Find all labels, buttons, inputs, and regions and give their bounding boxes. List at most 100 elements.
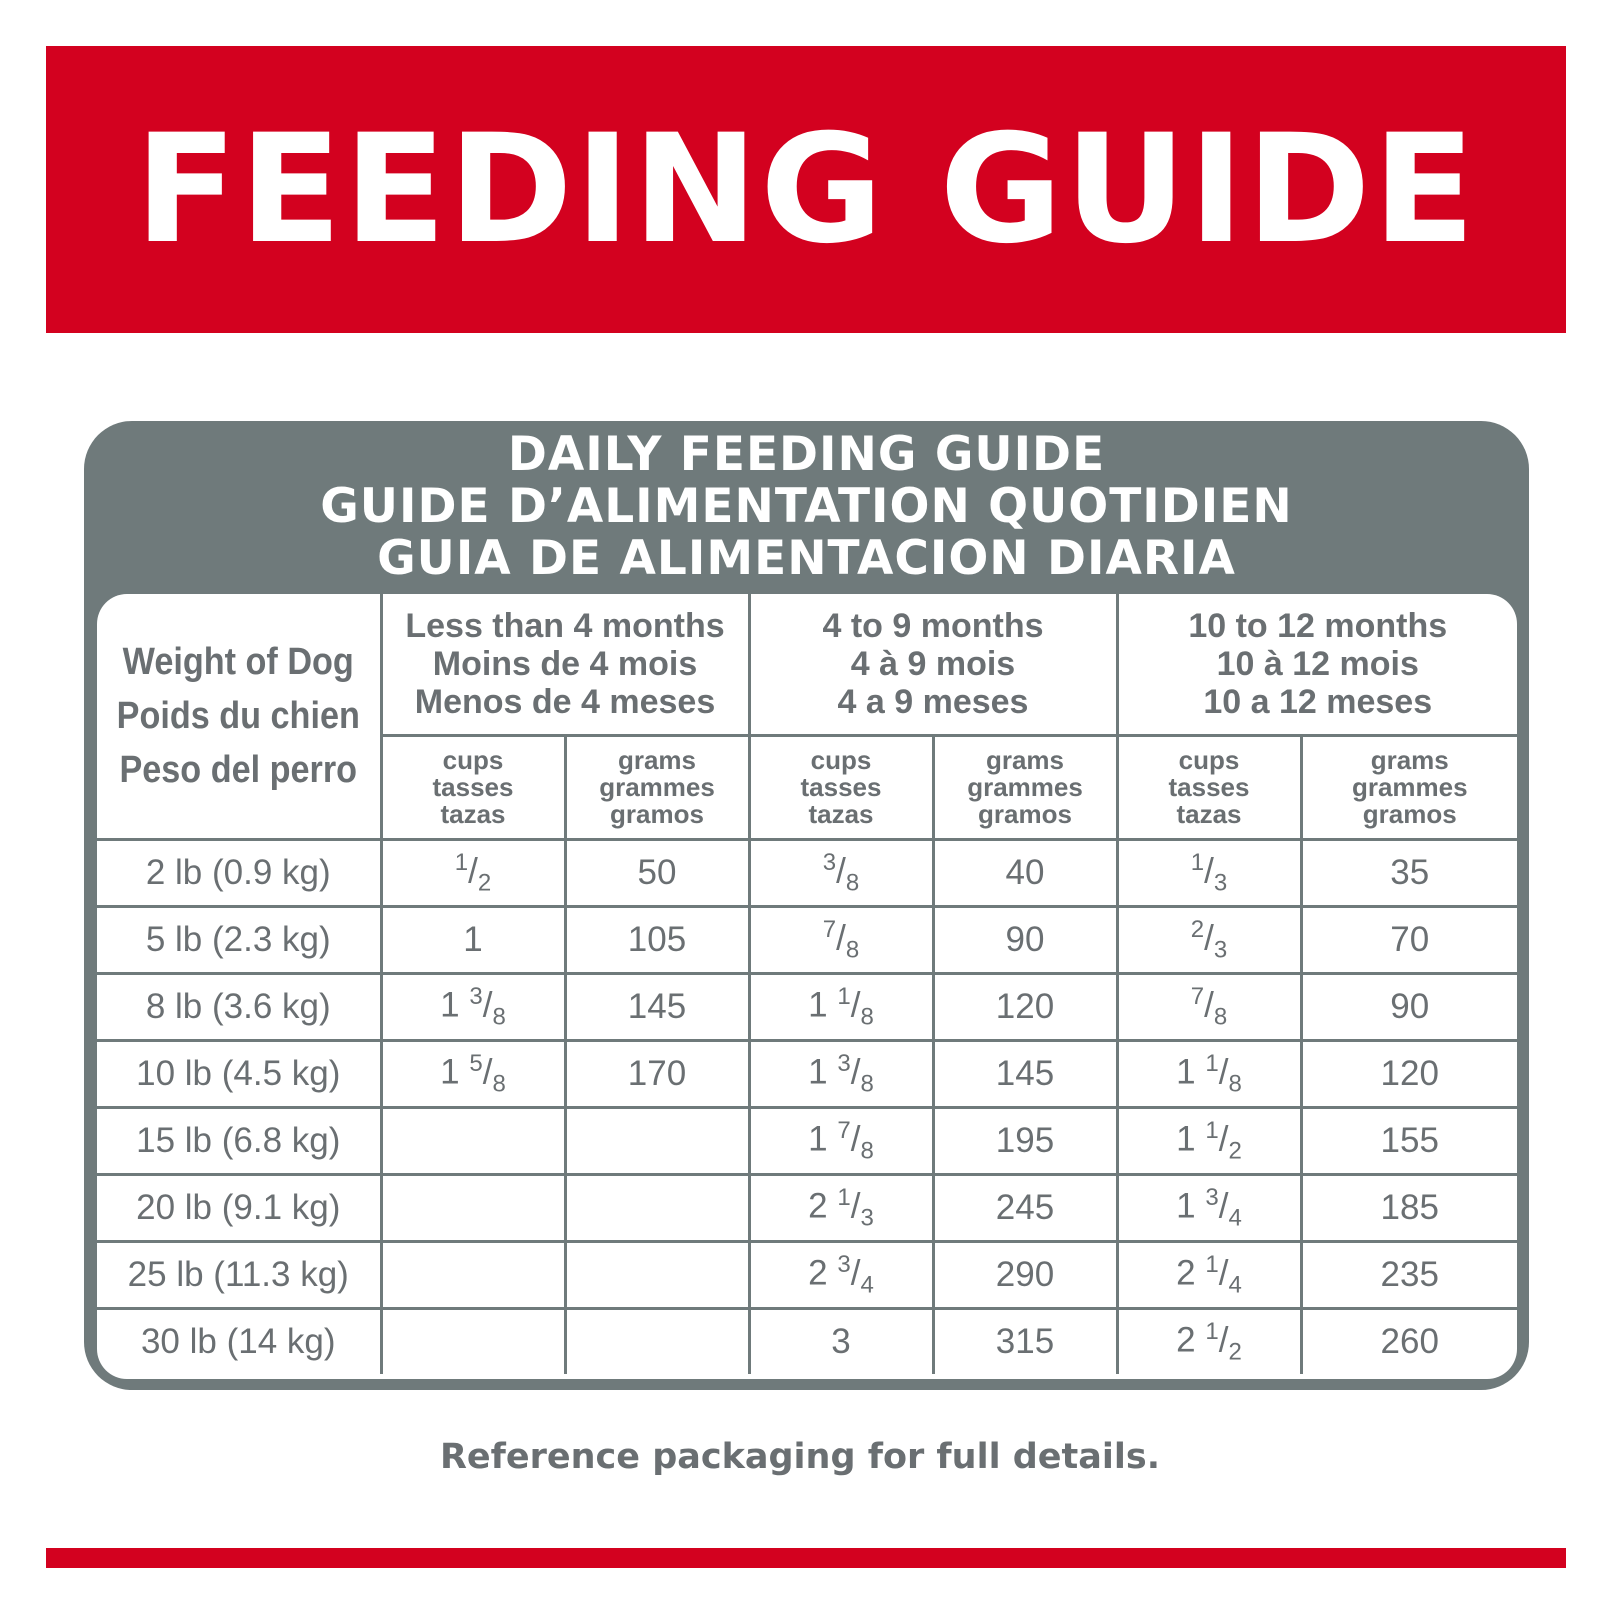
weight-header-spanish: Peso del perro	[119, 749, 358, 791]
grams-cell: 195	[931, 1106, 1119, 1176]
table-row: 8 lb (3.6 kg) 1 3/8 145 1 1/8 120 7/8 90	[97, 972, 1517, 1042]
age-group-label: 10 a 12 meses	[1203, 683, 1433, 721]
weight-header-cell: Weight of Dog Poids du chien Peso del pe…	[97, 594, 383, 841]
weight-cell: 2 lb (0.9 kg)	[97, 838, 383, 908]
feeding-table-body: 2 lb (0.9 kg) 1/2 50 3/8 40 1/3 35 5 lb (2.3 kg…	[97, 838, 1517, 1374]
age-group-label: 4 à 9 mois	[850, 645, 1016, 683]
cups-cell: 3/8	[747, 838, 935, 908]
feeding-table: Weight of Dog Poids du chien Peso del pe…	[97, 594, 1517, 1374]
unit-label: gramos	[1362, 799, 1457, 829]
unit-header-grams: grams grammes gramos	[931, 734, 1119, 841]
age-group-label: Menos de 4 meses	[414, 683, 716, 721]
unit-label: grammes	[1351, 772, 1468, 802]
grams-cell: 145	[563, 972, 751, 1042]
weight-cell: 5 lb (2.3 kg)	[97, 905, 383, 975]
feeding-table-container: Weight of Dog Poids du chien Peso del pe…	[97, 594, 1517, 1379]
footnote: Reference packaging for full details.	[439, 1437, 1161, 1477]
cups-cell	[379, 1240, 567, 1310]
unit-header-cups: cups tasses tazas	[381, 734, 567, 841]
cups-cell: 2 1/2	[1115, 1307, 1303, 1374]
cups-cell: 2 3/4	[747, 1240, 935, 1310]
cups-cell: 1 1/2	[1115, 1106, 1303, 1176]
unit-label: grams	[617, 745, 697, 775]
table-row: 10 lb (4.5 kg) 1 5/8 170 1 3/8 145 1 1/8 120	[97, 1039, 1517, 1109]
grams-cell: 235	[1299, 1240, 1517, 1310]
age-group-header-under-4-months: Less than 4 months Moins de 4 mois Menos…	[379, 594, 751, 737]
cups-cell	[379, 1307, 567, 1374]
cups-cell: 7/8	[1115, 972, 1303, 1042]
weight-cell: 10 lb (4.5 kg)	[97, 1039, 383, 1109]
grams-cell: 105	[563, 905, 751, 975]
cups-cell: 3	[747, 1307, 935, 1374]
cups-cell: 1 3/4	[1115, 1173, 1303, 1243]
unit-label: grams	[985, 745, 1065, 775]
grams-cell: 170	[563, 1039, 751, 1109]
cups-cell: 1 3/8	[747, 1039, 935, 1109]
grams-cell: 50	[563, 838, 751, 908]
unit-header-grams: grams grammes gramos	[563, 734, 751, 841]
cups-cell	[379, 1173, 567, 1243]
table-row: 5 lb (2.3 kg) 1 105 7/8 90 2/3 70	[97, 905, 1517, 975]
grams-cell: 120	[931, 972, 1119, 1042]
panel-heading-english: DAILY FEEDING GUIDE	[507, 427, 1106, 482]
cups-cell: 1 7/8	[747, 1106, 935, 1176]
grams-cell: 90	[931, 905, 1119, 975]
unit-label: gramos	[610, 799, 704, 829]
cups-cell	[379, 1106, 567, 1176]
unit-label: grammes	[967, 772, 1083, 802]
unit-label: gramos	[978, 799, 1072, 829]
unit-header-cups: cups tasses tazas	[747, 734, 935, 841]
grams-cell: 35	[1299, 838, 1517, 908]
unit-label: tasses	[432, 772, 514, 802]
table-row: 15 lb (6.8 kg) 1 7/8 195 1 1/2 155	[97, 1106, 1517, 1176]
grams-cell: 40	[931, 838, 1119, 908]
weight-cell: 8 lb (3.6 kg)	[97, 972, 383, 1042]
weight-cell: 20 lb (9.1 kg)	[97, 1173, 383, 1243]
age-group-label: 10 to 12 months	[1188, 607, 1448, 645]
table-row: 30 lb (14 kg) 3 315 2 1/2 260	[97, 1307, 1517, 1374]
grams-cell	[563, 1106, 751, 1176]
table-row: 2 lb (0.9 kg) 1/2 50 3/8 40 1/3 35	[97, 838, 1517, 908]
grams-cell: 245	[931, 1173, 1119, 1243]
age-group-header-10-to-12-months: 10 to 12 months 10 à 12 mois 10 a 12 mes…	[1115, 594, 1517, 737]
weight-header-french: Poids du chien	[116, 695, 360, 737]
cups-cell: 2 1/4	[1115, 1240, 1303, 1310]
age-group-label: 4 to 9 months	[822, 607, 1044, 645]
grams-cell: 70	[1299, 905, 1517, 975]
weight-cell: 15 lb (6.8 kg)	[97, 1106, 383, 1176]
unit-header-grams: grams grammes gramos	[1299, 734, 1517, 841]
unit-label: tasses	[1168, 772, 1250, 802]
grams-cell: 155	[1299, 1106, 1517, 1176]
weight-cell: 25 lb (11.3 kg)	[97, 1240, 383, 1310]
grams-cell: 185	[1299, 1173, 1517, 1243]
unit-label: tazas	[808, 799, 874, 829]
age-group-label: Less than 4 months	[405, 607, 725, 645]
table-row: 20 lb (9.1 kg) 2 1/3 245 1 3/4 185	[97, 1173, 1517, 1243]
unit-header-cups: cups tasses tazas	[1115, 734, 1303, 841]
unit-label: tasses	[800, 772, 882, 802]
cups-cell: 1 5/8	[379, 1039, 567, 1109]
banner-title: FEEDING GUIDE	[134, 102, 1478, 277]
cups-cell: 2 1/3	[747, 1173, 935, 1243]
unit-header-row: cups tasses tazas grams grammes gramos cups tas…	[97, 734, 1517, 841]
cups-cell: 1/2	[379, 838, 567, 908]
unit-label: grammes	[599, 772, 715, 802]
bottom-accent-bar	[46, 1548, 1566, 1568]
grams-cell: 145	[931, 1039, 1119, 1109]
unit-label: tazas	[440, 799, 506, 829]
grams-cell: 120	[1299, 1039, 1517, 1109]
daily-feeding-guide-panel: DAILY FEEDING GUIDE GUIDE D’ALIMENTATION…	[84, 421, 1529, 1390]
cups-cell: 1	[379, 905, 567, 975]
cups-cell: 1 1/8	[1115, 1039, 1303, 1109]
grams-cell	[563, 1240, 751, 1310]
age-group-label: 4 a 9 meses	[837, 683, 1029, 721]
grams-cell: 260	[1299, 1307, 1517, 1374]
panel-heading: DAILY FEEDING GUIDE GUIDE D’ALIMENTATION…	[84, 429, 1529, 585]
grams-cell	[563, 1173, 751, 1243]
cups-cell: 1/3	[1115, 838, 1303, 908]
unit-label: tazas	[1176, 799, 1242, 829]
grams-cell: 315	[931, 1307, 1119, 1374]
cups-cell: 7/8	[747, 905, 935, 975]
table-row: 25 lb (11.3 kg) 2 3/4 290 2 1/4 235	[97, 1240, 1517, 1310]
unit-label: cups	[810, 745, 872, 775]
